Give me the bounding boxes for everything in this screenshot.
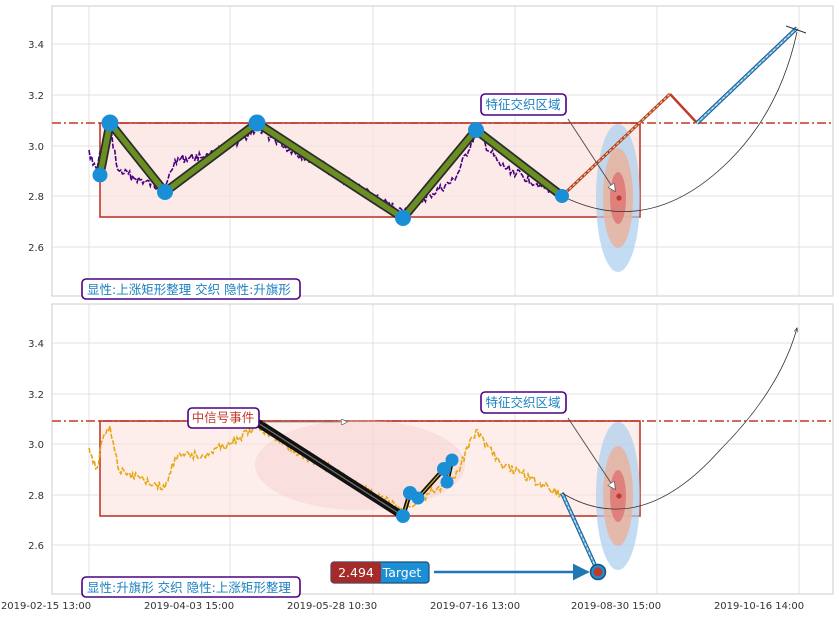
zigzag-nodes <box>92 114 569 226</box>
callout-label-bottom: 特征交织区域 <box>485 395 560 410</box>
target-value: 2.494 <box>338 565 374 580</box>
caption-top: 显性:上涨矩形整理 交织 隐性:升旗形 <box>87 282 291 297</box>
y-tick-label: 3.2 <box>28 91 44 102</box>
caption-box-bottom <box>81 576 301 598</box>
ellipse-center-dot-bottom <box>616 493 622 499</box>
zigzag-node <box>101 114 119 132</box>
event-label-box <box>187 407 260 429</box>
x-tick-label: 2019-04-03 15:00 <box>144 601 234 612</box>
event-label: 中信号事件 <box>192 410 255 425</box>
x-axis-ticks: 2019-02-15 13:00 2019-04-03 15:00 2019-0… <box>1 601 804 612</box>
x-tick-label: 2019-05-28 10:30 <box>287 601 377 612</box>
projection-final-dash <box>696 27 798 124</box>
y-ticks-top: 3.4 3.2 3.0 2.8 2.6 <box>28 40 44 254</box>
caption-bottom: 显性:升旗形 交织 隐性:上涨矩形整理 <box>87 580 291 595</box>
panel-bottom: 3.4 3.2 3.0 2.8 2.6 <box>28 303 834 598</box>
y-ticks-bottom: 3.4 3.2 3.0 2.8 2.6 <box>28 339 44 552</box>
target-point-inner <box>593 567 603 577</box>
callout-arrow-bottom <box>567 417 615 489</box>
zigzag-node <box>555 189 569 203</box>
zigzag-node <box>248 114 266 132</box>
x-tick-label: 2019-08-30 15:00 <box>571 601 661 612</box>
y-tick-label: 2.8 <box>28 192 44 203</box>
target-tick <box>785 25 807 34</box>
callout-arrow-top <box>567 118 615 191</box>
x-tick-label: 2019-07-16 13:00 <box>430 601 520 612</box>
flag-node <box>437 462 451 476</box>
arc-annotation-bottom <box>561 328 797 510</box>
ellipse-center-dot <box>616 195 622 201</box>
zigzag-node <box>92 167 108 183</box>
callout-box-top <box>480 93 567 116</box>
flag-node <box>445 453 459 467</box>
projection-up-red <box>560 92 672 198</box>
x-tick-label: 2019-02-15 13:00 <box>1 601 91 612</box>
zigzag-node <box>468 122 484 138</box>
projection-pullback <box>669 93 698 124</box>
panel-top: 3.4 3.2 3.0 2.8 2.6 <box>28 5 834 300</box>
target-value-box <box>331 562 381 583</box>
y-tick-label: 2.6 <box>28 243 44 254</box>
caption-box-top <box>81 278 301 300</box>
callout-box-bottom <box>480 391 567 414</box>
zigzag-node <box>395 210 411 226</box>
target-path-dash <box>561 492 599 573</box>
arc-annotation-top <box>561 31 798 212</box>
flag-node <box>411 491 425 505</box>
rectangle-pattern-box <box>99 122 641 218</box>
y-tick-label: 3.4 <box>28 40 44 51</box>
y-tick-label: 3.2 <box>28 390 44 401</box>
y-tick-label: 2.6 <box>28 541 44 552</box>
flag-node <box>396 509 410 523</box>
y-tick-label: 3.4 <box>28 339 44 350</box>
target-label: Target <box>382 565 422 580</box>
x-tick-label: 2019-10-16 14:00 <box>714 601 804 612</box>
flag-nodes <box>396 453 459 523</box>
flag-node <box>440 475 454 489</box>
callout-label-top: 特征交织区域 <box>485 97 560 112</box>
y-tick-label: 3.0 <box>28 142 44 153</box>
y-tick-label: 3.0 <box>28 440 44 451</box>
event-ellipse <box>255 420 465 510</box>
rectangle-pattern-box-bottom <box>99 420 641 517</box>
flagpole-highlight <box>257 422 404 517</box>
y-tick-label: 2.8 <box>28 491 44 502</box>
zigzag-node <box>157 184 173 200</box>
